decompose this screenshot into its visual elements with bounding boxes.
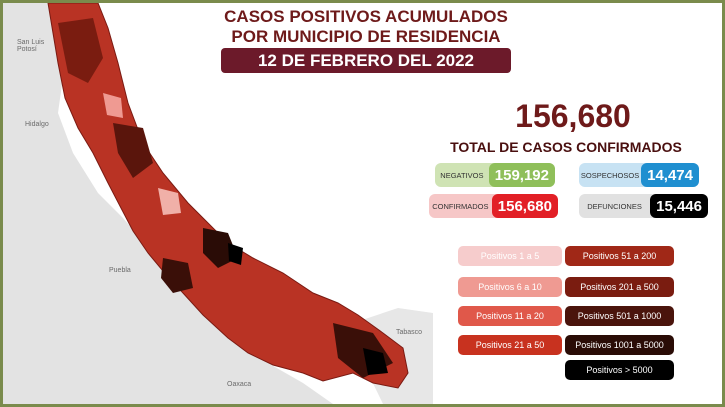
title-line-1: CASOS POSITIVOS ACUMULADOS bbox=[224, 7, 508, 26]
label-hidalgo: Hidalgo bbox=[25, 121, 49, 128]
legend-item: Positivos 21 a 50 bbox=[458, 335, 562, 355]
legend-item: Positivos 501 a 1000 bbox=[565, 306, 674, 326]
stat-sospechosos-label: SOSPECHOSOS bbox=[580, 170, 640, 180]
municipality-cluster-coatza bbox=[363, 348, 388, 375]
stat-defunciones: DEFUNCIONES 15,446 bbox=[579, 194, 708, 218]
municipality-cluster-north bbox=[58, 18, 103, 83]
total-confirmed-label: TOTAL DE CASOS CONFIRMADOS bbox=[450, 139, 682, 155]
stat-negativos-label: NEGATIVOS bbox=[440, 170, 484, 180]
stat-sospechosos: SOSPECHOSOS 14,474 bbox=[579, 163, 699, 187]
date-badge: 12 DE FEBRERO DEL 2022 bbox=[221, 48, 511, 73]
legend-item: Positivos 51 a 200 bbox=[565, 246, 674, 266]
total-confirmed-number: 156,680 bbox=[515, 98, 631, 134]
stat-confirmados-label: CONFIRMADOS bbox=[432, 201, 489, 211]
municipality-cluster-veracruz-port bbox=[228, 243, 243, 265]
label-oaxaca: Oaxaca bbox=[227, 381, 252, 388]
stat-defunciones-value: 15,446 bbox=[650, 194, 708, 218]
neighbor-states-shape bbox=[3, 3, 333, 404]
stat-sospechosos-value: 14,474 bbox=[641, 163, 699, 187]
veracruz-map bbox=[3, 3, 433, 404]
title-line-2: POR MUNICIPIO DE RESIDENCIA bbox=[231, 27, 501, 46]
legend-item: Positivos 1 a 5 bbox=[458, 246, 562, 266]
municipality-cluster-light bbox=[158, 188, 181, 215]
legend-item: Positivos > 5000 bbox=[565, 360, 674, 380]
legend-item: Positivos 11 a 20 bbox=[458, 306, 562, 326]
legend-item: Positivos 1001 a 5000 bbox=[565, 335, 674, 355]
stat-confirmados: CONFIRMADOS 156,680 bbox=[429, 194, 558, 218]
municipality-cluster-central bbox=[113, 123, 153, 178]
municipality-cluster-orizaba bbox=[161, 258, 193, 293]
label-san-luis-potosi: San Luis Potosí bbox=[17, 39, 45, 53]
stat-negativos: NEGATIVOS 159,192 bbox=[435, 163, 555, 187]
municipality-cluster-pink bbox=[103, 93, 123, 118]
legend-item: Positivos 201 a 500 bbox=[565, 277, 674, 297]
legend-item: Positivos 6 a 10 bbox=[458, 277, 562, 297]
stat-negativos-value: 159,192 bbox=[488, 163, 555, 187]
stat-confirmados-value: 156,680 bbox=[491, 194, 558, 218]
label-puebla: Puebla bbox=[109, 267, 131, 274]
stat-defunciones-label: DEFUNCIONES bbox=[587, 201, 642, 211]
label-tabasco: Tabasco bbox=[396, 329, 423, 336]
